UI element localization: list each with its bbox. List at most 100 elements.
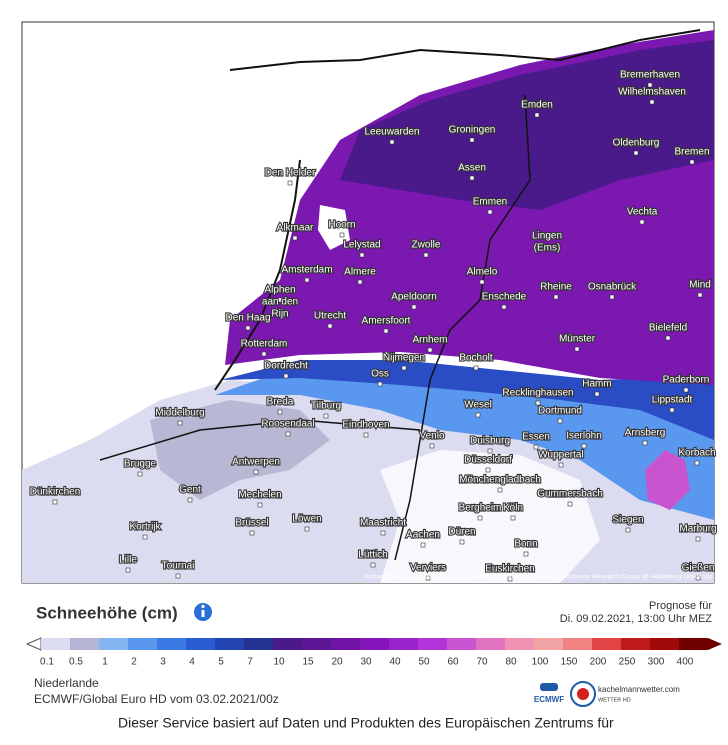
legend-tick-label: 50 [418, 657, 430, 668]
legend-swatch [447, 638, 476, 650]
city-dot [253, 469, 259, 475]
city-label: Maastricht [360, 518, 406, 529]
legend-tick-label: 30 [360, 657, 372, 668]
city-label: Hoorn [328, 220, 355, 231]
city-dot [669, 407, 675, 413]
city-dot [523, 551, 529, 557]
city-label: Alkmaar [277, 223, 314, 234]
city-label: Gießen [682, 563, 715, 574]
city-label: Duisburg [470, 436, 510, 447]
city-dot [177, 420, 183, 426]
city-dot [370, 562, 376, 568]
legend-arrow-left [25, 637, 42, 651]
city-dot [581, 443, 587, 449]
city-label: Gent [179, 485, 201, 496]
city-label: Korbach [678, 448, 715, 459]
city-label: Lippstadt [652, 395, 693, 406]
info-icon[interactable] [194, 603, 212, 621]
legend-swatch [389, 638, 418, 650]
legend-swatch [679, 638, 708, 650]
forecast-label: Prognose für [649, 600, 712, 612]
city-label: Dortmund [538, 406, 582, 417]
city-dot [695, 575, 701, 581]
city-dot [327, 323, 333, 329]
city-dot [304, 277, 310, 283]
legend-swatch [157, 638, 186, 650]
legend-swatch [563, 638, 592, 650]
city-label: Enschede [482, 292, 527, 303]
legend-tick-label: 20 [331, 657, 343, 668]
city-dot [574, 346, 580, 352]
legend-swatch [331, 638, 360, 650]
legend-tick-label: 2 [131, 657, 137, 668]
city-label: Düren [448, 527, 475, 538]
city-label: Bonn [514, 539, 537, 550]
city-label: Kortrijk [129, 522, 161, 533]
city-dot [553, 294, 559, 300]
legend-tick-label: 250 [619, 657, 636, 668]
city-label: Euskirchen [485, 564, 534, 575]
city-dot [487, 209, 493, 215]
city-label: Hamm [582, 379, 611, 390]
legend-tick-label: 150 [561, 657, 578, 668]
legend-tick-label: 0.1 [40, 657, 54, 668]
legend-swatch [70, 638, 99, 650]
forecast-time: Di. 09.02.2021, 13:00 Uhr MEZ [560, 613, 713, 625]
city-label: Wesel [464, 400, 492, 411]
snow-darkblue [220, 360, 714, 440]
city-label: Roosendaal [261, 419, 314, 430]
city-dot [283, 373, 289, 379]
city-dot [377, 381, 383, 387]
city-dot [475, 412, 481, 418]
city-dot [649, 99, 655, 105]
snow-blue [215, 372, 714, 520]
city-label: Almelo [467, 267, 498, 278]
city-label: Bremen [674, 147, 709, 158]
legend-tick-label: 1 [102, 657, 108, 668]
city-label: Almere [344, 267, 376, 278]
legend-tick-label: 5 [218, 657, 224, 668]
logo-site: kachelmannwetter.com [598, 685, 680, 694]
city-label: Dordrecht [264, 361, 308, 372]
city-dot [594, 391, 600, 397]
city-label: Verviers [410, 563, 446, 574]
city-dot [534, 112, 540, 118]
city-dot [683, 387, 689, 393]
legend-swatch [621, 638, 650, 650]
city-dot [175, 573, 181, 579]
city-label: Düsseldorf [464, 455, 512, 466]
city-label: Recklinghausen [502, 388, 573, 399]
city-label: Brüssel [235, 518, 268, 529]
city-label: Löwen [292, 514, 321, 525]
model-run: ECMWF/Global Euro HD vom 03.02.2021/00z [34, 692, 279, 706]
snow-white [380, 450, 600, 583]
city-label: Vechta [627, 207, 658, 218]
city-dot [694, 460, 700, 466]
legend-tick-label: 400 [677, 657, 694, 668]
service-note: Dieser Service basiert auf Daten und Pro… [118, 715, 614, 731]
city-label: Tournai [162, 561, 195, 572]
city-dot [485, 467, 491, 473]
region: Niederlande [34, 676, 99, 690]
city-label: Assen [458, 163, 486, 174]
city-label: Köln [503, 503, 523, 514]
city-label: Oldenburg [613, 138, 660, 149]
city-label: Antwerpen [232, 457, 280, 468]
city-dot [642, 440, 648, 446]
city-label: Dünkirchen [30, 487, 81, 498]
city-label: Lelystad [343, 240, 380, 251]
city-dot [383, 328, 389, 334]
legend-tick-label: 40 [389, 657, 401, 668]
city-dot [639, 219, 645, 225]
city-label: Rijn [271, 309, 288, 320]
city-dot [277, 297, 283, 303]
city-label: Apeldoorn [391, 292, 437, 303]
city-dot [535, 400, 541, 406]
city-label: Zwolle [412, 240, 441, 251]
legend-swatch [592, 638, 621, 650]
city-label: Middelburg [155, 408, 204, 419]
city-dot [497, 487, 503, 493]
city-dot [52, 499, 58, 505]
